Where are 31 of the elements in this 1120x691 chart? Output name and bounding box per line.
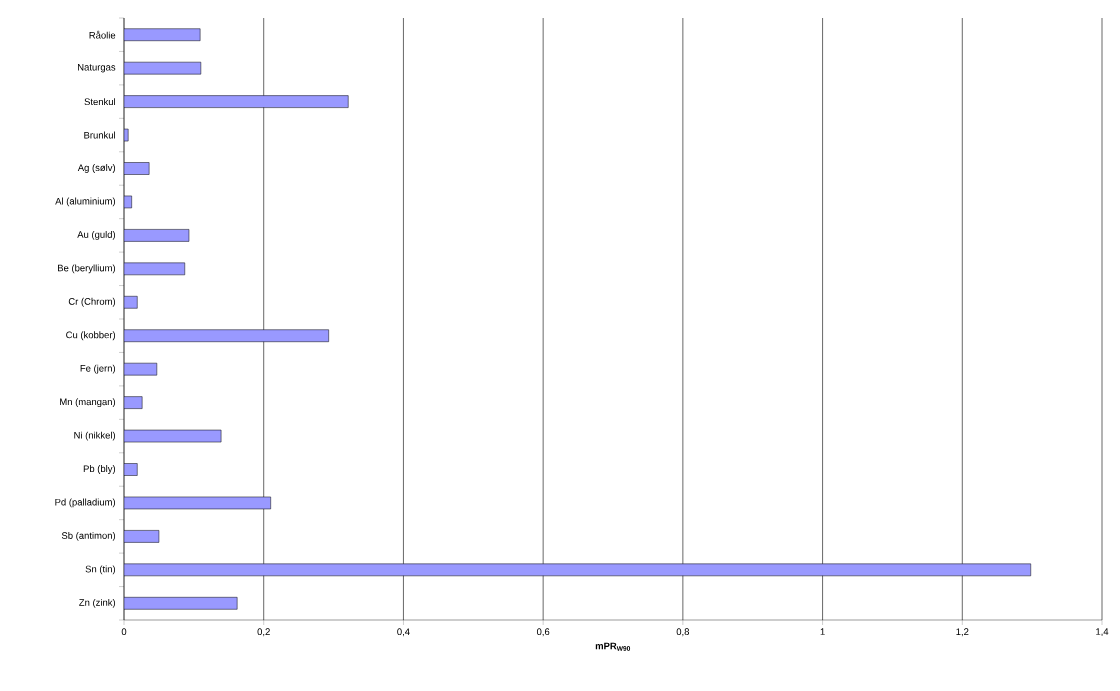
x-tick-label: 0,8 bbox=[676, 628, 690, 637]
x-tick-label: 0,2 bbox=[257, 628, 270, 637]
x-tick-label: 1,2 bbox=[956, 628, 969, 637]
bar bbox=[124, 329, 329, 342]
y-tick-label: Pb (bly) bbox=[83, 465, 116, 474]
y-tick-label: Naturgas bbox=[78, 63, 116, 73]
y-tick-label: Mn (mangan) bbox=[60, 398, 116, 408]
x-tick-label: 1 bbox=[820, 628, 825, 635]
y-tick-label: Ni (nikkel) bbox=[74, 431, 116, 441]
y-tick-label: Stenkul bbox=[84, 98, 116, 106]
y-tick-label: Fe (jern) bbox=[80, 364, 116, 374]
y-tick-label: Råolie bbox=[89, 30, 116, 39]
y-tick-label: Pd (palladium) bbox=[55, 498, 116, 508]
y-tick-label: Zn (zink) bbox=[79, 598, 116, 608]
y-tick-label: Be (beryllium) bbox=[58, 264, 116, 274]
y-tick-label: Cr (Chrom) bbox=[68, 297, 116, 307]
y-tick-label: Cu (kobber) bbox=[66, 331, 116, 341]
x-tick-label: 0,4 bbox=[397, 628, 410, 637]
bar bbox=[124, 563, 1031, 577]
bar bbox=[124, 95, 349, 108]
y-tick-label: Brunkul bbox=[84, 131, 116, 139]
x-axis-title: mPR$_{W90}$ bbox=[595, 642, 631, 651]
y-tick-label: Au (guld) bbox=[77, 230, 116, 240]
y-tick-label: Sn (tin) bbox=[85, 565, 116, 575]
y-tick-label: Ag (sølv) bbox=[77, 164, 116, 173]
y-tick-label: Al (aluminium) bbox=[55, 197, 116, 207]
x-tick-label: 0 bbox=[121, 628, 127, 636]
x-tick-label: 0,6 bbox=[536, 628, 550, 637]
bar bbox=[124, 597, 238, 610]
x-tick-label: 1,4 bbox=[1096, 628, 1109, 637]
y-tick-label: Sb (antimon) bbox=[61, 531, 116, 541]
